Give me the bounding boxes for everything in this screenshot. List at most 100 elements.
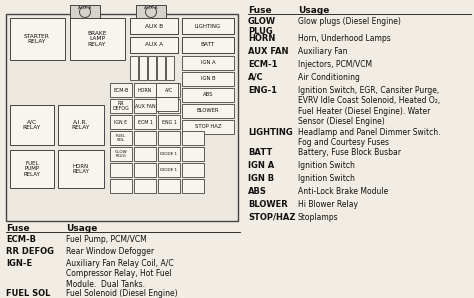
Bar	[134, 99, 156, 113]
Bar	[182, 120, 234, 134]
Bar	[182, 179, 204, 193]
Bar	[110, 147, 132, 161]
Text: HORN: HORN	[248, 34, 275, 43]
Text: BATT: BATT	[248, 148, 272, 157]
Bar	[182, 72, 234, 86]
Bar	[148, 56, 156, 80]
Text: IGN E: IGN E	[114, 119, 128, 125]
Text: Glow plugs (Diesel Engine): Glow plugs (Diesel Engine)	[298, 17, 401, 26]
Text: Horn, Underhood Lamps: Horn, Underhood Lamps	[298, 34, 391, 43]
Bar	[134, 131, 156, 145]
Text: ABS: ABS	[203, 92, 213, 97]
Text: BRAKE
LAMP
RELAY: BRAKE LAMP RELAY	[87, 31, 107, 47]
Text: Headlamp and Panel Dimmer Switch.
Fog and Courtesy Fuses: Headlamp and Panel Dimmer Switch. Fog an…	[298, 128, 440, 148]
Bar	[166, 56, 174, 80]
Bar	[110, 115, 132, 129]
Text: Rear Window Defogger: Rear Window Defogger	[66, 247, 154, 256]
Bar	[10, 105, 54, 145]
Text: BATT: BATT	[201, 43, 215, 47]
Text: IGN A: IGN A	[201, 60, 215, 66]
Text: Ignition Switch, EGR, Cansiter Purge,
EVRV Idle Coast Solenoid, Heated O₂,
Fuel : Ignition Switch, EGR, Cansiter Purge, EV…	[298, 86, 440, 126]
Bar	[58, 105, 104, 145]
Bar	[134, 179, 156, 193]
Text: ABS: ABS	[248, 187, 267, 196]
Bar	[158, 99, 180, 113]
Text: Usage: Usage	[298, 6, 329, 15]
Text: DIODE 1: DIODE 1	[161, 168, 177, 172]
Bar	[130, 37, 178, 53]
Bar	[130, 18, 178, 34]
Text: Injectors, PCM/VCM: Injectors, PCM/VCM	[298, 60, 372, 69]
Text: ECM-B: ECM-B	[113, 88, 128, 92]
Bar	[70, 18, 125, 60]
Bar	[110, 179, 132, 193]
Bar	[110, 131, 132, 145]
Bar	[130, 56, 138, 80]
Text: BLOWER: BLOWER	[248, 200, 288, 209]
Bar	[10, 18, 65, 60]
Text: A/C
RELAY: A/C RELAY	[23, 119, 41, 131]
Text: FUEL
SOL: FUEL SOL	[116, 134, 126, 142]
Text: RR
DEFOG: RR DEFOG	[113, 101, 129, 111]
Bar	[158, 147, 180, 161]
Text: Anti-Lock Brake Module: Anti-Lock Brake Module	[298, 187, 388, 196]
Bar	[182, 147, 204, 161]
Text: Ignition Switch: Ignition Switch	[298, 174, 355, 183]
Text: Battery, Fuse Block Busbar: Battery, Fuse Block Busbar	[298, 148, 401, 157]
Text: AUX B: AUX B	[145, 24, 163, 29]
Bar	[158, 131, 180, 145]
Bar	[182, 18, 234, 34]
Text: ENG-1: ENG-1	[248, 86, 277, 95]
Text: ECM-B: ECM-B	[6, 235, 36, 244]
Text: Air Conditioning: Air Conditioning	[298, 73, 360, 82]
Bar	[182, 131, 204, 145]
Bar	[158, 115, 180, 129]
Text: Ignition Switch: Ignition Switch	[298, 161, 355, 170]
Text: Fuel Pump, PCM/VCM: Fuel Pump, PCM/VCM	[66, 235, 147, 244]
Text: DIODE 1: DIODE 1	[161, 152, 177, 156]
Text: STOP/HAZ: STOP/HAZ	[248, 213, 295, 222]
Text: LIGHTING: LIGHTING	[248, 128, 293, 137]
Text: IGN B: IGN B	[201, 77, 215, 81]
Text: Fuel Solenoid (Diesel Engine): Fuel Solenoid (Diesel Engine)	[66, 289, 178, 298]
Text: Usage: Usage	[66, 224, 97, 233]
Bar	[6, 14, 238, 221]
Bar	[158, 83, 180, 97]
Text: AUX A: AUX A	[144, 6, 158, 10]
Text: A/C: A/C	[165, 88, 173, 92]
Text: ECM-1: ECM-1	[248, 60, 277, 69]
Text: BLOWER: BLOWER	[197, 108, 219, 114]
Bar	[158, 163, 180, 177]
Bar	[110, 99, 132, 113]
Text: FUEL SOL: FUEL SOL	[6, 289, 50, 298]
Text: STOP HAZ: STOP HAZ	[195, 125, 221, 130]
Text: GLOW
PLUG: GLOW PLUG	[115, 150, 128, 158]
Bar	[136, 5, 166, 19]
Circle shape	[80, 7, 91, 18]
Bar	[58, 150, 104, 188]
Bar	[182, 104, 234, 118]
Text: IGN A: IGN A	[248, 161, 274, 170]
Bar	[157, 56, 165, 80]
Text: HORN: HORN	[138, 88, 152, 92]
Bar	[134, 83, 156, 97]
Bar	[158, 179, 180, 193]
Text: Hi Blower Relay: Hi Blower Relay	[298, 200, 358, 209]
Text: GLOW
PLUG: GLOW PLUG	[248, 17, 276, 36]
Text: IGN B: IGN B	[248, 174, 274, 183]
Text: RR DEFOG: RR DEFOG	[6, 247, 54, 256]
Bar	[139, 56, 147, 80]
Bar	[134, 147, 156, 161]
Text: IGN-E: IGN-E	[6, 259, 32, 268]
Text: Fuse: Fuse	[248, 6, 272, 15]
Circle shape	[146, 7, 156, 18]
Text: Stoplamps: Stoplamps	[298, 213, 338, 222]
Bar	[134, 115, 156, 129]
Text: Auxiliary Fan: Auxiliary Fan	[298, 47, 347, 56]
Bar	[182, 163, 204, 177]
Bar	[134, 163, 156, 177]
Text: A/C: A/C	[248, 73, 264, 82]
Text: AUX B: AUX B	[78, 6, 92, 10]
Text: ENG 1: ENG 1	[162, 119, 176, 125]
Text: A.I.R.
RELAY: A.I.R. RELAY	[72, 119, 90, 131]
